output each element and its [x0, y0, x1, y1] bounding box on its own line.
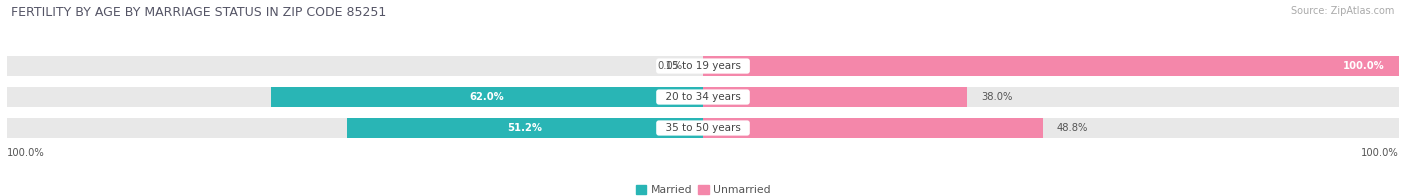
Text: 20 to 34 years: 20 to 34 years [659, 92, 747, 102]
Text: 100.0%: 100.0% [1343, 61, 1385, 71]
Legend: Married, Unmarried: Married, Unmarried [631, 180, 775, 196]
Text: Source: ZipAtlas.com: Source: ZipAtlas.com [1291, 6, 1395, 16]
Bar [703, 87, 967, 107]
Bar [7, 118, 1399, 138]
Bar [703, 118, 1043, 138]
Bar [703, 56, 1399, 76]
Bar [271, 87, 703, 107]
Text: 38.0%: 38.0% [981, 92, 1012, 102]
Bar [347, 118, 703, 138]
Text: 100.0%: 100.0% [7, 148, 45, 158]
Text: 100.0%: 100.0% [1361, 148, 1399, 158]
Text: 35 to 50 years: 35 to 50 years [659, 123, 747, 133]
Text: 0.0%: 0.0% [657, 61, 682, 71]
Bar [7, 87, 1399, 107]
Text: 15 to 19 years: 15 to 19 years [659, 61, 747, 71]
Text: 51.2%: 51.2% [508, 123, 543, 133]
Text: 62.0%: 62.0% [470, 92, 505, 102]
Text: FERTILITY BY AGE BY MARRIAGE STATUS IN ZIP CODE 85251: FERTILITY BY AGE BY MARRIAGE STATUS IN Z… [11, 6, 387, 19]
Text: 48.8%: 48.8% [1056, 123, 1088, 133]
Bar [7, 56, 1399, 76]
